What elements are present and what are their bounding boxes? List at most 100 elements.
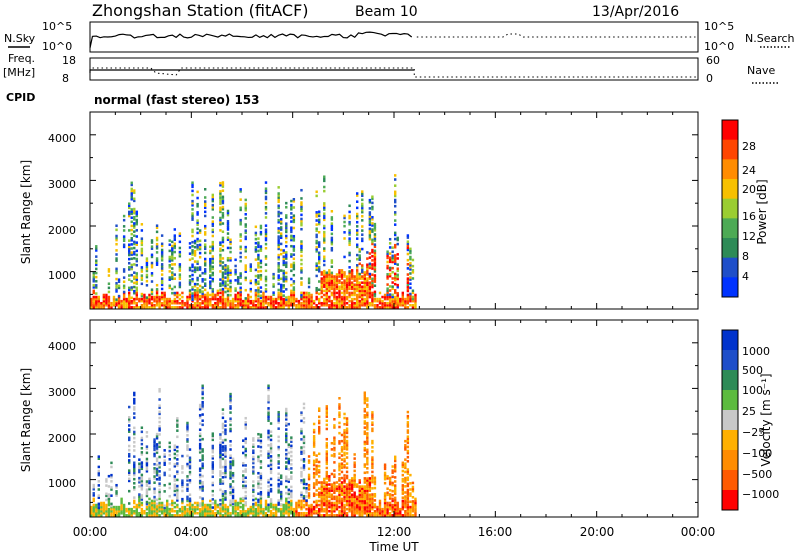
heatmap-cell <box>361 275 364 278</box>
heatmap-cell <box>244 496 247 500</box>
heatmap-cell <box>244 288 247 292</box>
heatmap-cell <box>300 493 303 497</box>
heatmap-cell <box>219 249 222 253</box>
heatmap-cell <box>219 196 222 199</box>
heatmap-cell <box>409 299 412 303</box>
heatmap-cell <box>290 440 293 444</box>
heatmap-cell <box>307 496 311 499</box>
heatmap-cell <box>280 285 283 289</box>
heatmap-cell <box>366 440 369 443</box>
heatmap-cell <box>312 505 316 509</box>
heatmap-cell <box>363 503 366 507</box>
heatmap-cell <box>330 236 334 240</box>
heatmap-cell <box>300 295 303 299</box>
heatmap-cell <box>173 246 176 250</box>
heatmap-cell <box>234 268 237 272</box>
heatmap-cell <box>186 511 189 515</box>
heatmap-cell <box>112 509 116 513</box>
heatmap-cell <box>128 251 131 255</box>
heatmap-cell <box>168 468 171 471</box>
heatmap-cell <box>102 306 106 309</box>
heatmap-cell <box>406 248 410 252</box>
heatmap-cell <box>325 452 328 455</box>
heatmap-cell <box>300 217 303 221</box>
heatmap-cell <box>285 491 288 495</box>
heatmap-cell <box>224 282 227 286</box>
heatmap-cell <box>388 242 392 245</box>
heatmap-cell <box>315 501 318 505</box>
heatmap-cell <box>181 501 184 505</box>
heatmap-cell <box>171 499 174 503</box>
heatmap-cell <box>350 483 354 486</box>
heatmap-cell <box>201 306 204 309</box>
heatmap-cell <box>406 236 410 239</box>
heatmap-cell <box>193 501 197 505</box>
heatmap-cell <box>399 303 402 307</box>
heatmap-cell <box>404 443 407 447</box>
heatmap-cell <box>158 443 161 446</box>
heatmap-cell <box>128 438 131 442</box>
heatmap-cell <box>287 503 290 507</box>
heatmap-cell <box>282 303 285 307</box>
heatmap-cell <box>406 299 410 303</box>
heatmap-cell <box>188 242 192 245</box>
heatmap-cell <box>361 489 364 492</box>
heatmap-cell <box>345 297 349 301</box>
heatmap-cell <box>191 230 194 234</box>
heatmap-cell <box>411 489 415 493</box>
heatmap-cell <box>386 493 389 497</box>
heatmap-cell <box>133 271 136 274</box>
heatmap-cell <box>383 306 387 309</box>
heatmap-cell <box>391 293 394 297</box>
heatmap-cell <box>343 214 346 218</box>
heatmap-cell <box>224 496 227 499</box>
heatmap-cell <box>330 301 334 305</box>
heatmap-cell <box>130 280 133 283</box>
power-ylabel: Slant Range [km] <box>19 160 33 264</box>
heatmap-cell <box>277 447 280 451</box>
heatmap-cell <box>318 460 321 464</box>
heatmap-cell <box>186 487 189 490</box>
heatmap-cell <box>315 489 318 492</box>
heatmap-cell <box>259 261 263 265</box>
heatmap-cell <box>302 503 306 507</box>
heatmap-cell <box>350 297 354 301</box>
heatmap-cell <box>356 253 359 257</box>
heatmap-cell <box>259 296 263 300</box>
heatmap-cell <box>107 306 111 309</box>
heatmap-cell <box>325 427 328 431</box>
heatmap-cell <box>345 306 349 309</box>
heatmap-cell <box>310 503 313 507</box>
heatmap-cell <box>122 280 126 284</box>
heatmap-cell <box>188 493 192 496</box>
heatmap-cell <box>198 438 202 442</box>
heatmap-cell <box>254 246 258 249</box>
heatmap-cell <box>267 386 270 390</box>
heatmap-cell <box>138 485 141 488</box>
heatmap-cell <box>204 509 207 513</box>
heatmap-cell <box>168 297 171 301</box>
heatmap-cell <box>318 243 321 246</box>
heatmap-cell <box>269 438 273 442</box>
heatmap-cell <box>307 509 311 513</box>
heatmap-cell <box>155 236 159 240</box>
heatmap-cell <box>242 509 245 513</box>
heatmap-cell <box>277 507 280 511</box>
heatmap-cell <box>338 466 341 470</box>
cpid-label: CPID <box>6 91 35 104</box>
heatmap-cell <box>307 301 311 305</box>
heatmap-cell <box>221 265 225 268</box>
heatmap-cell <box>391 303 394 307</box>
heatmap-cell <box>391 481 394 485</box>
heatmap-cell <box>224 511 227 515</box>
heatmap-cell <box>160 505 164 509</box>
heatmap-cell <box>409 492 412 495</box>
heatmap-cell <box>340 485 344 488</box>
heatmap-cell <box>145 299 149 303</box>
heatmap-cell <box>406 246 410 250</box>
heatmap-cell <box>307 299 311 303</box>
heatmap-cell <box>330 285 334 289</box>
heatmap-cell <box>168 503 171 506</box>
heatmap-cell <box>122 237 126 240</box>
heatmap-cell <box>221 236 225 240</box>
